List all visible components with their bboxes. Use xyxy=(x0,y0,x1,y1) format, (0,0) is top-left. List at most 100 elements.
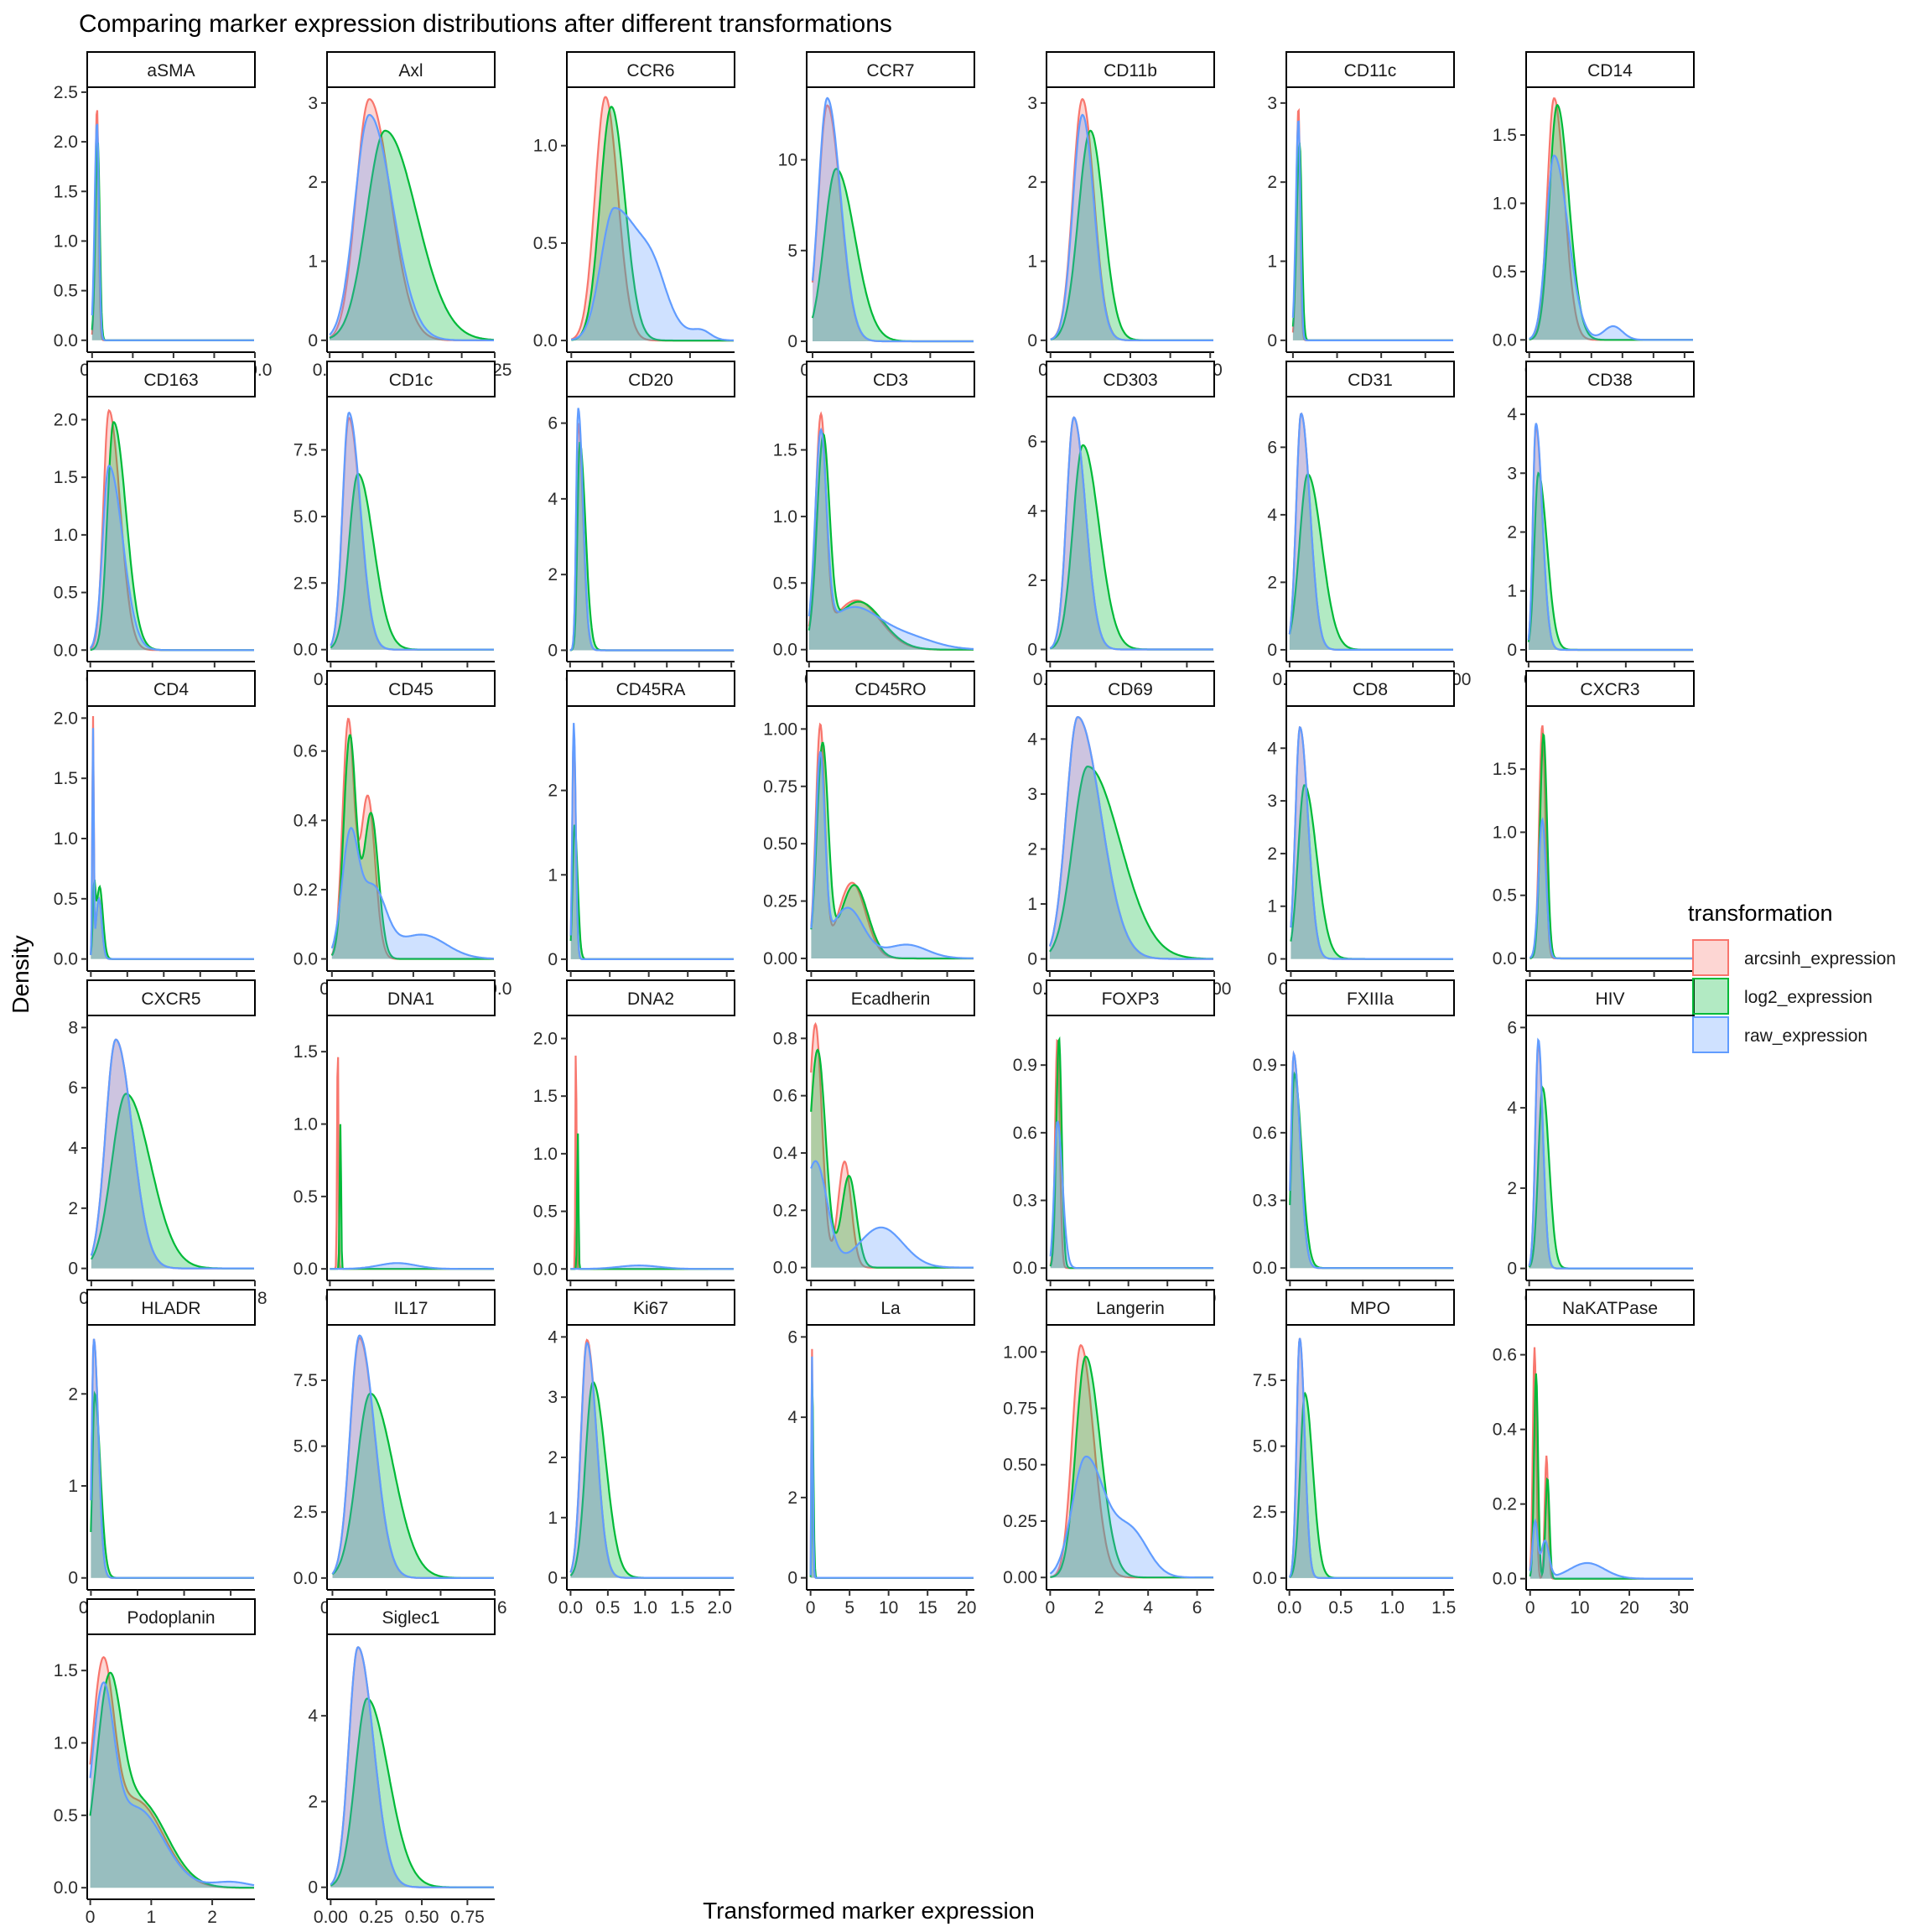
density-area-raw_expression xyxy=(1289,413,1453,650)
facet-strip xyxy=(806,361,975,397)
y-tick-label: 0 xyxy=(308,1878,318,1898)
y-tick-label: 1.5 xyxy=(1493,760,1517,779)
facet-label: CD45RO xyxy=(854,680,926,699)
density-area-arcsinh_expression xyxy=(1529,98,1693,340)
density-line-raw_expression xyxy=(1528,1037,1693,1270)
density-area-raw_expression xyxy=(808,429,974,650)
facet-strip xyxy=(566,979,735,1016)
density-area-raw_expression xyxy=(1050,1457,1213,1578)
density-line-raw_expression xyxy=(1049,1120,1213,1270)
y-tick-label: 3 xyxy=(548,1388,558,1407)
y-tick-label: 4 xyxy=(308,1706,318,1726)
facet-label: MPO xyxy=(1350,1299,1390,1318)
density-area-log2_expression xyxy=(330,1698,494,1888)
facet-la: La 0 5 10 15 20 0 2 4 6 xyxy=(787,1289,976,1618)
facet-label: NaKATPase xyxy=(1562,1299,1658,1318)
x-tick-label: 1.0 xyxy=(1380,1598,1405,1618)
facet-strip xyxy=(326,670,496,707)
facet-label: CD45RA xyxy=(616,680,686,699)
density-line-raw_expression xyxy=(89,1681,255,1887)
y-tick-label: 1 xyxy=(308,252,318,272)
density-area-raw_expression xyxy=(811,752,974,958)
y-tick-label: 2 xyxy=(1027,839,1037,859)
y-tick-label: 0.5 xyxy=(533,1202,558,1222)
y-tick-label: 0.5 xyxy=(54,282,78,301)
y-tick-label: 0.3 xyxy=(1253,1192,1277,1211)
facet-strip xyxy=(1525,361,1695,397)
facet-strip xyxy=(1285,979,1455,1016)
density-area-log2_expression xyxy=(90,1672,254,1888)
density-line-raw_expression xyxy=(330,1262,494,1270)
density-line-raw_expression xyxy=(810,750,974,959)
facet-cxcr3: CXCR305100.00.51.01.5 xyxy=(1493,670,1695,999)
y-tick-label: 0.6 xyxy=(1013,1124,1037,1143)
x-tick-label: 0.50 xyxy=(405,1908,439,1927)
facet-strip xyxy=(1285,51,1455,88)
y-tick-label: 0.2 xyxy=(1493,1495,1517,1514)
y-tick-label: 10 xyxy=(778,151,797,170)
density-area-raw_expression xyxy=(813,98,974,341)
density-area-raw_expression xyxy=(91,1039,255,1269)
facet-label: CD8 xyxy=(1353,680,1388,699)
facet-label: IL17 xyxy=(394,1299,428,1318)
y-tick-label: 0.0 xyxy=(1493,949,1517,969)
x-tick-label: 0.00 xyxy=(314,1908,348,1927)
y-tick-label: 1.00 xyxy=(1003,1343,1037,1362)
facet-strip xyxy=(1046,979,1215,1016)
density-area-arcsinh_expression xyxy=(569,423,734,651)
density-line-raw_expression xyxy=(1049,1455,1213,1579)
density-area-raw_expression xyxy=(330,115,494,340)
legend-item-log2_expression: log2_expression xyxy=(1692,978,1872,1015)
density-area-log2_expression xyxy=(1289,1393,1453,1578)
density-area-raw_expression xyxy=(330,413,494,650)
y-tick-label: 6 xyxy=(787,1327,797,1347)
density-line-raw_expression xyxy=(1048,715,1213,960)
density-area-raw_expression xyxy=(811,1161,974,1268)
y-tick-label: 1.5 xyxy=(54,182,78,201)
legend-label: arcsinh_expression xyxy=(1744,949,1896,969)
facet-strip xyxy=(1525,51,1695,88)
density-line-raw_expression xyxy=(1291,120,1453,341)
density-area-raw_expression xyxy=(332,1335,494,1578)
density-area-log2_expression xyxy=(1290,1073,1453,1269)
y-tick-label: 2 xyxy=(1027,571,1037,590)
facet-strip xyxy=(806,670,975,707)
facet-label: CD11c xyxy=(1344,61,1397,80)
density-line-raw_expression xyxy=(569,408,734,652)
facet-mpo: MPO 0.0 0.5 1.0 1.5 0.0 2.5 5.0 7.5 xyxy=(1253,1289,1456,1618)
y-tick-label: 0.0 xyxy=(533,1259,558,1279)
facet-label: Siglec1 xyxy=(382,1608,440,1628)
density-line-raw_expression xyxy=(330,411,494,651)
x-tick-label: 0.5 xyxy=(595,1598,620,1618)
y-tick-label: 6 xyxy=(1507,1018,1517,1037)
facet-strip xyxy=(806,979,975,1016)
y-tick-label: 0.5 xyxy=(54,890,78,909)
y-tick-label: 1.0 xyxy=(293,1115,318,1135)
facet-ecadherin: Ecadherin03690.00.20.40.60.8 xyxy=(773,979,975,1308)
facet-strip xyxy=(86,51,256,88)
y-tick-label: 1 xyxy=(68,1477,78,1496)
density-line-raw_expression xyxy=(90,1338,254,1579)
y-tick-label: 0.50 xyxy=(1003,1456,1037,1475)
density-line-raw_expression xyxy=(811,96,974,343)
facet-strip xyxy=(86,1598,256,1635)
facet-label: HLADR xyxy=(141,1299,200,1318)
y-tick-label: 2.0 xyxy=(54,132,78,152)
y-tick-label: 4 xyxy=(548,1327,558,1347)
density-area-arcsinh_expression xyxy=(811,724,974,958)
y-tick-label: 0.6 xyxy=(1493,1346,1517,1365)
y-tick-label: 2 xyxy=(68,1199,78,1218)
density-area-arcsinh_expression xyxy=(1289,413,1453,650)
y-tick-label: 7.5 xyxy=(293,1371,318,1390)
legend-label: raw_expression xyxy=(1744,1026,1867,1046)
legend-title: transformation xyxy=(1688,901,1833,926)
y-tick-label: 0.0 xyxy=(54,641,78,660)
y-tick-label: 0.5 xyxy=(293,1187,318,1207)
facet-strip xyxy=(326,361,496,397)
y-tick-label: 2 xyxy=(1507,1179,1517,1198)
y-tick-label: 0 xyxy=(787,332,797,351)
y-tick-label: 0.00 xyxy=(1003,1568,1037,1587)
facet-label: CXCR5 xyxy=(141,989,200,1009)
